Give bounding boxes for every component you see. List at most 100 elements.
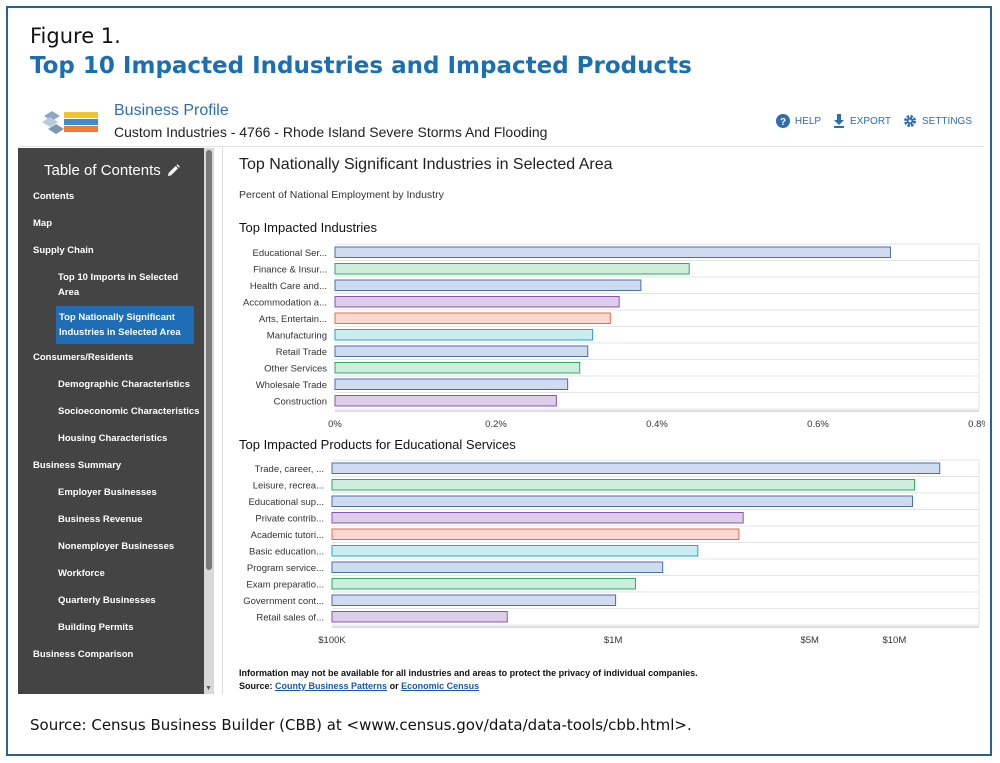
economic-census-link[interactable]: Economic Census [401,681,480,691]
header-actions: ? HELP EXPORT SETTINGS [775,114,972,128]
category-label: Educational sup... [248,497,324,508]
privacy-note: Information may not be available for all… [239,668,698,678]
app-header: Business Profile Custom Industries - 476… [18,96,984,147]
sidebar-item-employer-businesses[interactable]: Employer Businesses [58,487,157,498]
export-label: EXPORT [850,115,891,127]
category-label: Retail Trade [276,347,327,358]
settings-button[interactable]: SETTINGS [903,114,972,128]
bar [331,578,636,590]
sidebar-item-map[interactable]: Map [33,218,52,229]
bar [334,246,891,258]
category-label: Educational Ser... [253,248,327,259]
app-subtitle: Custom Industries - 4766 - Rhode Island … [114,124,548,140]
svg-text:?: ? [780,117,786,128]
sidebar-item-building-permits[interactable]: Building Permits [58,622,134,633]
sidebar-item-demographic-characteristics[interactable]: Demographic Characteristics [58,379,190,390]
category-label: Basic education... [249,546,324,557]
toc-list: Contents Map Supply Chain Top 10 Imports in… [18,183,206,668]
tick-label: 0% [328,419,342,430]
bar [334,296,620,308]
tick-label: 0.4% [646,419,668,430]
source-or: or [389,681,399,691]
scroll-down-icon[interactable]: ▼ [205,685,212,692]
sidebar-item-supply-chain[interactable]: Supply Chain [33,245,94,256]
bar [334,279,642,291]
category-label: Leisure, recrea... [253,480,324,491]
category-label: Program service... [247,563,324,574]
sidebar-item-business-comparison[interactable]: Business Comparison [33,649,134,660]
help-icon: ? [775,114,790,128]
source-prefix: Source: [239,681,273,691]
gear-icon [903,114,916,128]
main-content: Top Nationally Significant Industries in… [222,148,985,694]
app-window: Business Profile Custom Industries - 476… [18,96,985,694]
category-label: Exam preparatio... [246,579,324,590]
bar [331,512,744,524]
sidebar-item-nonemployer-businesses[interactable]: Nonemployer Businesses [58,541,175,552]
products-chart: Trade, career, ... Leisure, recrea... Educ… [243,459,980,646]
download-icon [834,114,845,128]
category-label: Wholesale Trade [256,380,327,391]
export-button[interactable]: EXPORT [833,114,891,128]
category-label: Arts, Entertain... [259,314,327,325]
category-label: Academic tutori... [251,530,324,541]
sidebar-item-quarterly-businesses[interactable]: Quarterly Businesses [58,595,156,606]
figure-label: Figure 1. [30,24,121,48]
category-label: Finance & Insur... [253,264,327,275]
county-business-patterns-link[interactable]: County Business Patterns [275,681,388,691]
tick-label: $100K [318,635,346,646]
bar [331,611,508,623]
industries-chart: Educational Ser... Finance & Insur... Heal… [243,243,985,430]
bar [331,495,913,507]
bar [334,329,594,341]
sidebar-item-business-summary[interactable]: Business Summary [33,460,122,471]
tick-label: 0.2% [485,419,507,430]
category-label: Accommodation a... [243,297,327,308]
pencil-icon[interactable] [167,164,180,177]
sidebar-item-top-10-imports-in-selected-area[interactable]: Top 10 Imports in Selected Area [58,272,179,298]
settings-label: SETTINGS [921,115,972,127]
tick-label: $5M [800,635,819,646]
sidebar-item-top-nationally-significant-industries-in-selected-area[interactable]: Top Nationally Significant Industries in… [56,306,194,344]
sidebar-scrollbar[interactable]: ▼ [204,148,214,694]
figure-source: Source: Census Business Builder (CBB) at… [30,716,692,734]
sidebar: Table of Contents Contents Map Supply Chai… [18,148,214,694]
help-label: HELP [794,115,822,127]
bar [331,594,617,606]
category-label: Construction [274,396,327,407]
sidebar-item-socioeconomic-characteristics[interactable]: Socioeconomic Characteristics [58,406,200,417]
section-title-industries: Top Impacted Industries [239,220,378,235]
bar [334,395,557,407]
bar [331,528,740,540]
bar [334,362,581,374]
bar [331,462,941,474]
category-label: Manufacturing [267,330,327,341]
tick-label: $1M [604,635,623,646]
figure-title: Top 10 Impacted Industries and Impacted … [30,53,692,79]
category-label: Retail sales of... [256,612,324,623]
sidebar-item-workforce[interactable]: Workforce [58,568,105,579]
sidebar-item-consumers-residents[interactable]: Consumers/Residents [33,352,134,363]
sidebar-item-business-revenue[interactable]: Business Revenue [58,514,143,525]
bar [334,263,690,275]
tick-label: 0.6% [807,419,829,430]
toc-heading-label: Table of Contents [44,162,161,179]
category-label: Other Services [264,363,327,374]
content-title: Top Nationally Significant Industries in… [239,156,613,173]
bar [331,561,664,573]
footnote: Information may not be available for all… [239,667,698,693]
bar [334,378,569,390]
bar [334,312,611,324]
app-title: Business Profile [114,102,229,119]
category-label: Private contrib... [255,513,324,524]
content-subtitle: Percent of National Employment by Indust… [239,189,444,201]
help-button[interactable]: ? HELP [775,114,822,128]
sidebar-item-contents[interactable]: Contents [33,191,75,202]
scroll-thumb[interactable] [206,150,212,570]
tick-label: 0.8% [968,419,985,430]
category-label: Health Care and... [250,281,327,292]
sidebar-item-housing-characteristics[interactable]: Housing Characteristics [58,433,168,444]
section-title-products: Top Impacted Products for Educational Se… [239,437,516,452]
tick-label: $10M [882,635,906,646]
bar [331,545,699,557]
